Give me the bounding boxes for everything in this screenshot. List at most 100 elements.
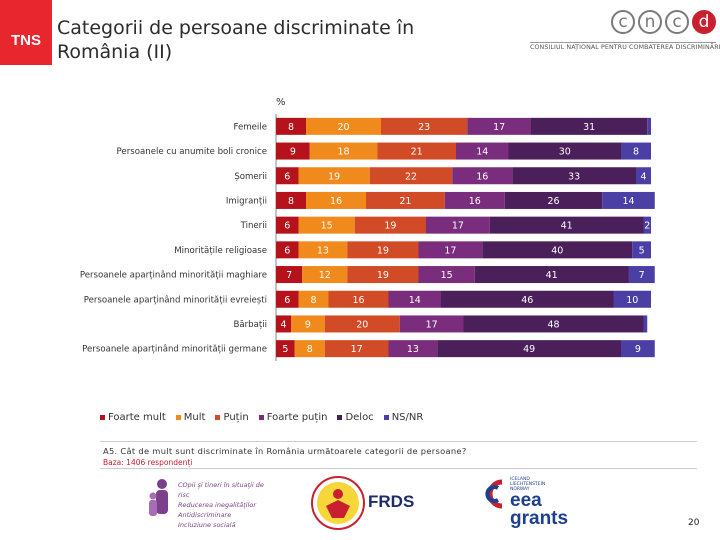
bar-segment [294,340,325,358]
bar-segment [276,167,299,185]
grants-text: grants [510,508,569,529]
bar-segment [324,340,389,358]
cncd-logo: c n c d CONSILIUL NAȚIONAL PENTRU COMBAT… [530,10,720,54]
data-label: 13 [407,344,419,355]
data-label: 48 [547,319,559,330]
bar-segment [306,191,366,209]
legend-label: Mult [183,412,206,423]
chart-legend: Foarte mult Mult Puțin Foarte puțin Deloc NS/… [100,412,423,423]
bar-segment [444,191,505,209]
bar-segment [399,315,464,333]
bar-segment [276,315,291,333]
bar-segment [377,142,456,160]
bar-segment [276,142,310,160]
data-label: 8 [288,196,294,207]
bar-segment [369,167,453,185]
cncd-letter: n [638,10,662,34]
data-label: 12 [319,270,331,281]
data-label: 15 [321,221,333,232]
bar-segment [482,241,633,259]
copii-program-logo: COpii şi tineri în situaţii de risc Redu… [148,474,268,536]
data-label: 19 [377,270,389,281]
data-label: 17 [452,221,464,232]
data-label: 16 [476,171,488,182]
legend-label: Foarte puțin [266,412,328,423]
logo-line: COpii şi tineri în situaţii de risc [178,481,264,499]
legend-swatch [175,415,181,420]
data-label: 21 [399,196,411,207]
bar-segment [489,216,644,234]
data-label: 26 [547,196,559,207]
legend-label: Deloc [345,412,374,423]
data-label: 6 [284,221,290,232]
data-label: 14 [622,196,634,207]
divider [100,441,697,442]
bar-segment [613,290,651,308]
data-label: 14 [409,295,421,306]
bar-segment [276,241,299,259]
survey-question: A5. Cât de mult sunt discriminate în Rom… [103,446,467,456]
bar-segment [437,340,621,358]
people-icon [149,479,168,516]
data-label: 17 [444,245,456,256]
logo-line: LIECHTENSTEIN [510,482,546,487]
bar-segment [621,142,651,160]
bar-segment [441,290,614,308]
bar-segment [298,241,348,259]
bar-segment [636,167,651,185]
data-label: 6 [284,245,290,256]
bar-segment [276,117,306,135]
data-label: 16 [469,196,481,207]
bar-segment [276,266,303,284]
bar-segment [354,216,426,234]
divider [100,468,697,469]
logo-line: Reducerea inegalităţilor [178,501,257,509]
legend-item: Puțin [215,412,249,423]
cncd-letter: c [665,10,689,34]
bar-segment [309,142,378,160]
data-label: 16 [352,295,364,306]
bar-segment [602,191,655,209]
cncd-letter: d [692,10,716,34]
bar-segment [418,241,483,259]
bar-segment [276,191,306,209]
bar-segment [388,340,438,358]
frds-text: FRDS [368,492,415,511]
category-label: Șomerii [234,172,267,182]
data-label: 46 [521,295,533,306]
logo-line: ICELAND [510,477,530,482]
bar-segment [628,266,655,284]
bar-segment [381,117,468,135]
bar-segment [347,266,419,284]
data-label: 18 [337,147,349,158]
bar-segment [298,167,370,185]
category-label: Persoanele aparținând minorității german… [82,345,267,355]
data-label: 13 [317,245,329,256]
data-label: 8 [288,122,294,133]
data-label: 8 [310,295,316,306]
bar-segment [621,340,655,358]
bar-segment [426,216,490,234]
data-label: 9 [635,344,641,355]
data-label: 6 [284,295,290,306]
bar-segment [347,241,419,259]
legend-swatch [215,415,221,420]
bar-segment [366,191,445,209]
logo-line: NORWAY [510,487,530,492]
legend-item: Mult [175,412,206,423]
page-number: 20 [688,518,700,528]
eea-text: eea [510,490,542,511]
data-label: 17 [351,344,363,355]
data-label: 9 [305,319,311,330]
bar-segment [508,142,621,160]
legend-label: NS/NR [391,412,424,423]
legend-swatch [337,415,343,420]
bar-segment [504,191,603,209]
data-label: 19 [328,171,340,182]
data-label: 8 [633,147,639,158]
frds-logo: FRDS [310,474,414,536]
data-label: 40 [551,245,563,256]
data-label: 4 [640,171,646,182]
data-label: 5 [282,344,288,355]
data-label: 17 [426,319,438,330]
